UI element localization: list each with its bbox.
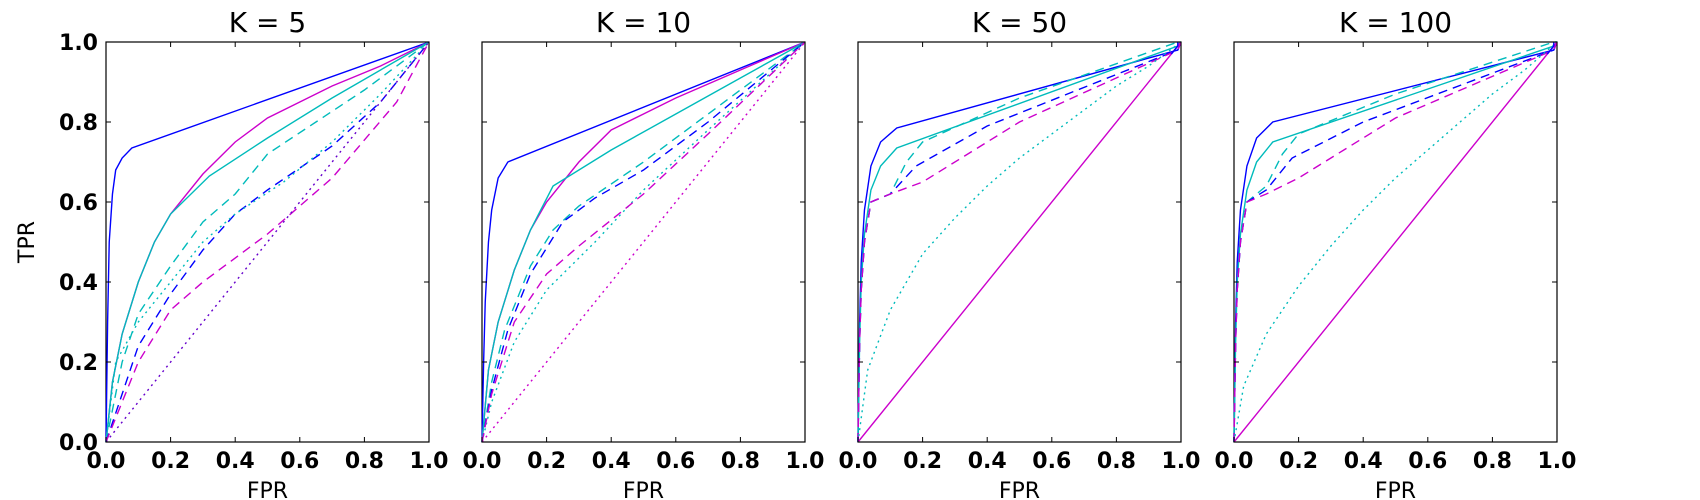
x-tick-label: 0.2 [151, 449, 190, 474]
x-tick-label: 0.4 [1344, 449, 1383, 474]
y-tick-label: 0.0 [59, 431, 98, 456]
x-tick-label: 0.8 [345, 449, 384, 474]
y-tick-label: 0.2 [59, 351, 98, 376]
x-tick-label: 0.4 [968, 449, 1007, 474]
x-axis-label: FPR [247, 479, 288, 500]
plot-frame [105, 41, 430, 443]
series-line-7 [105, 41, 430, 443]
chart-title: K = 100 [1339, 6, 1452, 39]
x-tick-label: 1.0 [1162, 449, 1201, 474]
series-line-3 [105, 41, 430, 443]
x-tick-label: 0.2 [527, 449, 566, 474]
y-tick-label: 0.4 [59, 271, 98, 296]
series-line-6 [857, 41, 1182, 443]
chart-title: K = 50 [972, 6, 1067, 39]
x-tick-label: 0.8 [1097, 449, 1136, 474]
x-tick-label: 1.0 [1538, 449, 1577, 474]
y-tick-label: 0.8 [59, 111, 98, 136]
series-line-5 [1233, 41, 1558, 443]
series-line-2 [1233, 41, 1557, 443]
series-line-4 [105, 41, 430, 443]
x-tick-label: 0.6 [1032, 449, 1071, 474]
x-tick-label: 1.0 [410, 449, 449, 474]
series-line-6 [1233, 41, 1558, 443]
series-line-6 [481, 41, 806, 443]
plot-frame [481, 41, 806, 443]
x-tick-label: 0.4 [216, 449, 255, 474]
plot-frame [1233, 41, 1558, 443]
x-tick-label: 0.2 [1279, 449, 1318, 474]
x-tick-label: 0.8 [721, 449, 760, 474]
x-tick-label: 0.0 [463, 449, 502, 474]
chart-panel-3: 0.0 0.2 0.4 0.6 0.8 1.0 K = 100 FPR [1215, 6, 1577, 500]
series-line-4 [857, 41, 1182, 443]
plot-frame [857, 41, 1182, 443]
chart-title: K = 10 [596, 6, 691, 39]
x-tick-label: 0.8 [1473, 449, 1512, 474]
x-tick-label: 0.2 [903, 449, 942, 474]
chart-panel-1: 0.0 0.2 0.4 0.6 0.8 1.0 K = 10 FPR [463, 6, 825, 500]
chart-panel-2: 0.0 0.2 0.4 0.6 0.8 1.0 K = 50 FPR [839, 6, 1201, 500]
y-tick-label: 1.0 [59, 31, 98, 56]
x-tick-label: 0.0 [87, 449, 126, 474]
series-line-3 [481, 41, 806, 443]
series-line-5 [481, 41, 806, 443]
x-axis-label: FPR [623, 479, 664, 500]
series-line-7 [1546, 42, 1555, 55]
series-line-5 [857, 41, 1182, 443]
series-line-4 [481, 41, 806, 443]
x-tick-label: 0.0 [1215, 449, 1254, 474]
series-line-2 [105, 41, 430, 443]
y-tick-label: 0.6 [59, 191, 98, 216]
series-line-0 [481, 41, 806, 443]
x-tick-label: 0.6 [1408, 449, 1447, 474]
series-line-5 [105, 41, 430, 443]
x-axis-label: FPR [999, 479, 1040, 500]
series-line-6 [105, 41, 430, 443]
x-tick-label: 1.0 [786, 449, 825, 474]
x-tick-label: 0.6 [280, 449, 319, 474]
x-tick-label: 0.4 [592, 449, 631, 474]
x-tick-label: 0.6 [656, 449, 695, 474]
series-line-2 [481, 41, 806, 443]
series-line-1 [481, 41, 806, 443]
series-line-7 [481, 41, 806, 443]
y-axis-label: TPR [15, 221, 40, 264]
chart-title: K = 5 [229, 6, 306, 39]
x-tick-label: 0.0 [839, 449, 878, 474]
series-line-0 [105, 41, 430, 443]
series-line-4 [1233, 41, 1558, 443]
x-axis-label: FPR [1375, 479, 1416, 500]
series-line-7 [1170, 42, 1179, 55]
chart-panel-0: 0.0 0.2 0.4 0.6 0.8 1.0 0.0 0.2 0.4 0.6 0.8 1.0 K = … [15, 6, 448, 500]
